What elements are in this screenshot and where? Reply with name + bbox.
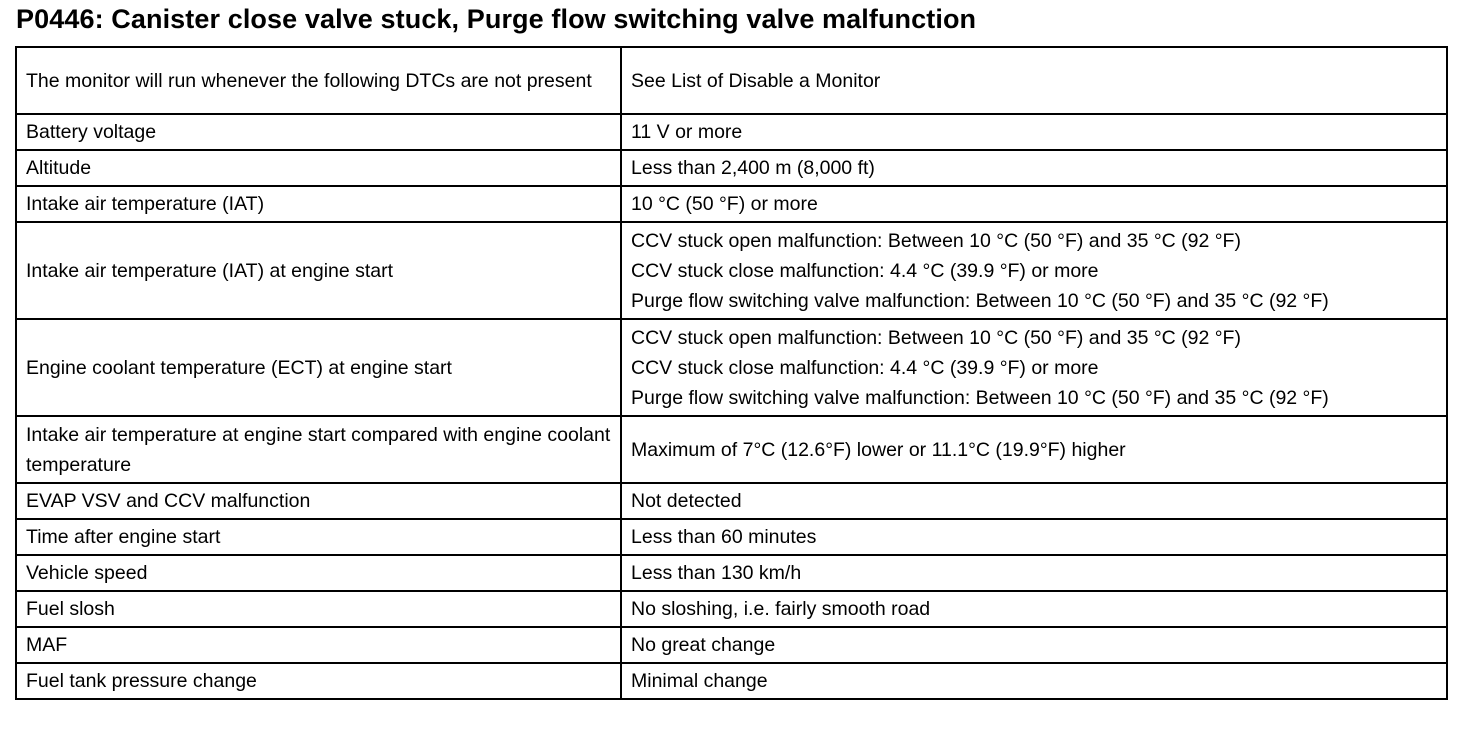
value-cell: Less than 60 minutes <box>620 518 1448 556</box>
condition-cell: Time after engine start <box>15 518 622 556</box>
condition-cell: MAF <box>15 626 622 664</box>
page-title: P0446: Canister close valve stuck, Purge… <box>16 4 977 34</box>
value-cell: 11 V or more <box>620 113 1448 151</box>
condition-cell: The monitor will run whenever the follow… <box>15 46 622 115</box>
value-line: No sloshing, i.e. fairly smooth road <box>631 598 931 620</box>
table-row: MAF No great change <box>15 626 1448 664</box>
table-row: The monitor will run whenever the follow… <box>15 46 1448 115</box>
condition-cell: Intake air temperature at engine start c… <box>15 415 622 484</box>
value-line: Not detected <box>631 490 742 512</box>
condition-cell: Altitude <box>15 149 622 187</box>
value-cell: No great change <box>620 626 1448 664</box>
table-row: Altitude Less than 2,400 m (8,000 ft) <box>15 149 1448 187</box>
value-line: Purge flow switching valve malfunction: … <box>631 289 1329 312</box>
table-row: EVAP VSV and CCV malfunction Not detecte… <box>15 482 1448 520</box>
value-line: Minimal change <box>631 670 768 692</box>
table-row: Vehicle speed Less than 130 km/h <box>15 554 1448 592</box>
table-row: Intake air temperature at engine start c… <box>15 415 1448 484</box>
condition-cell: Engine coolant temperature (ECT) at engi… <box>15 318 622 417</box>
value-cell: Maximum of 7°C (12.6°F) lower or 11.1°C … <box>620 415 1448 484</box>
condition-cell: Fuel slosh <box>15 590 622 628</box>
value-cell: 10 °C (50 °F) or more <box>620 185 1448 223</box>
condition-cell: Vehicle speed <box>15 554 622 592</box>
value-line: See List of Disable a Monitor <box>631 69 881 92</box>
value-line: CCV stuck open malfunction: Between 10 °… <box>631 326 1241 349</box>
value-line: 10 °C (50 °F) or more <box>631 193 818 215</box>
table-row: Fuel tank pressure change Minimal change <box>15 662 1448 700</box>
value-cell: Minimal change <box>620 662 1448 700</box>
value-line: Purge flow switching valve malfunction: … <box>631 386 1329 409</box>
value-cell: CCV stuck open malfunction: Between 10 °… <box>620 221 1448 320</box>
value-line: Less than 60 minutes <box>631 526 817 548</box>
table-row: Intake air temperature (IAT) at engine s… <box>15 221 1448 320</box>
value-line: Maximum of 7°C (12.6°F) lower or 11.1°C … <box>631 438 1126 461</box>
table-row: Fuel slosh No sloshing, i.e. fairly smoo… <box>15 590 1448 628</box>
condition-cell: Intake air temperature (IAT) <box>15 185 622 223</box>
condition-cell: Fuel tank pressure change <box>15 662 622 700</box>
condition-cell: Battery voltage <box>15 113 622 151</box>
condition-cell: Intake air temperature (IAT) at engine s… <box>15 221 622 320</box>
value-cell: Less than 130 km/h <box>620 554 1448 592</box>
value-line: CCV stuck close malfunction: 4.4 °C (39.… <box>631 259 1099 282</box>
monitor-conditions-table: The monitor will run whenever the follow… <box>15 46 1448 700</box>
table-row: Intake air temperature (IAT) 10 °C (50 °… <box>15 185 1448 223</box>
value-cell: Not detected <box>620 482 1448 520</box>
value-cell: Less than 2,400 m (8,000 ft) <box>620 149 1448 187</box>
value-line: Less than 130 km/h <box>631 562 802 584</box>
condition-cell: EVAP VSV and CCV malfunction <box>15 482 622 520</box>
value-cell: See List of Disable a Monitor <box>620 46 1448 115</box>
table-row: Time after engine start Less than 60 min… <box>15 518 1448 556</box>
value-line: No great change <box>631 634 776 656</box>
table-row: Battery voltage 11 V or more <box>15 113 1448 151</box>
value-line: CCV stuck open malfunction: Between 10 °… <box>631 229 1241 252</box>
table-row: Engine coolant temperature (ECT) at engi… <box>15 318 1448 417</box>
value-cell: CCV stuck open malfunction: Between 10 °… <box>620 318 1448 417</box>
value-line: Less than 2,400 m (8,000 ft) <box>631 157 875 179</box>
value-line: CCV stuck close malfunction: 4.4 °C (39.… <box>631 356 1099 379</box>
value-cell: No sloshing, i.e. fairly smooth road <box>620 590 1448 628</box>
value-line: 11 V or more <box>631 121 743 143</box>
